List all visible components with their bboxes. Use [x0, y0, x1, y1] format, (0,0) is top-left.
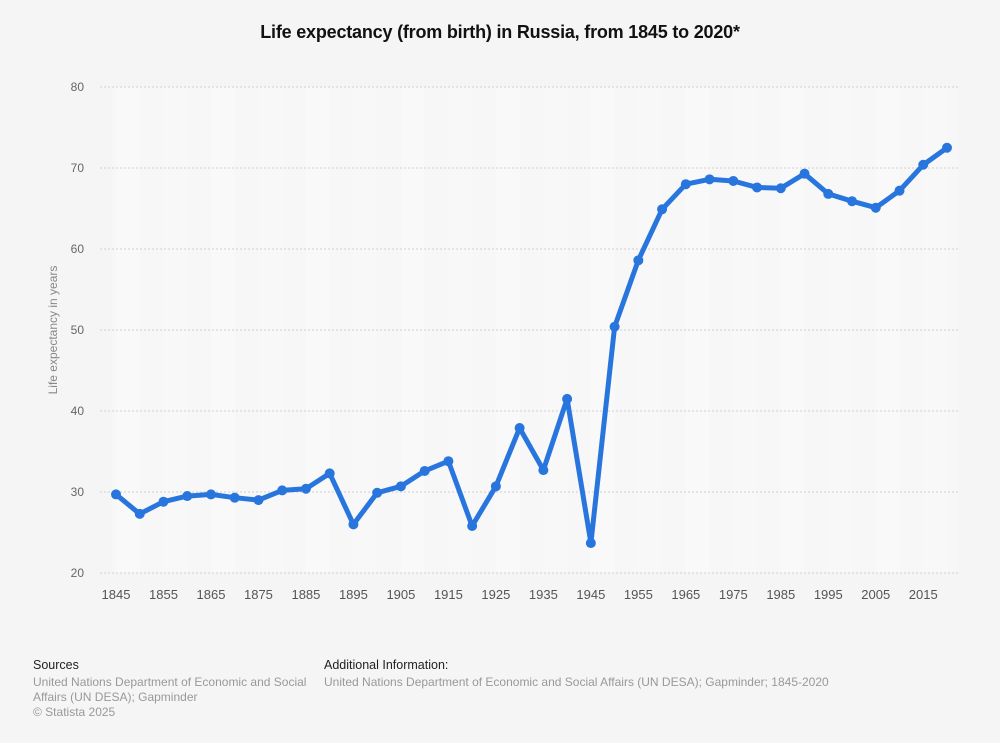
data-point	[158, 496, 169, 507]
y-axis-ticks: 20 30 40 50 60 70 80	[71, 80, 85, 580]
data-point	[514, 423, 525, 434]
y-tick-label: 80	[71, 80, 85, 94]
data-point	[372, 487, 383, 498]
y-tick-label: 60	[71, 242, 85, 256]
data-point	[182, 491, 193, 502]
sources-block: Sources United Nations Department of Eco…	[33, 658, 323, 720]
x-tick-label: 1945	[576, 587, 605, 602]
data-point	[942, 142, 952, 153]
sources-text: United Nations Department of Economic an…	[33, 675, 307, 704]
x-tick-label: 1955	[624, 587, 653, 602]
data-point	[633, 255, 644, 266]
x-tick-label: 1915	[434, 587, 463, 602]
data-point	[680, 179, 691, 190]
data-point	[657, 204, 668, 215]
x-tick-label: 1925	[481, 587, 510, 602]
data-point	[205, 489, 216, 500]
data-point	[277, 485, 288, 496]
data-point	[870, 202, 881, 213]
data-point	[395, 481, 406, 492]
x-tick-label: 1985	[766, 587, 795, 602]
y-axis-label: Life expectancy in years	[46, 266, 60, 395]
chart-title: Life expectancy (from birth) in Russia, …	[260, 22, 740, 42]
data-point	[324, 468, 335, 479]
data-point	[419, 465, 430, 476]
data-point	[894, 185, 905, 196]
y-tick-label: 30	[71, 485, 85, 499]
data-point	[443, 456, 454, 467]
x-tick-label: 2015	[909, 587, 938, 602]
additional-info-block: Additional Information: United Nations D…	[324, 658, 924, 690]
x-tick-label: 1935	[529, 587, 558, 602]
data-point	[134, 508, 145, 519]
x-tick-label: 1875	[244, 587, 273, 602]
data-point	[253, 495, 264, 506]
x-tick-label: 1895	[339, 587, 368, 602]
data-point	[111, 489, 121, 500]
data-point	[348, 519, 359, 530]
y-tick-label: 40	[71, 404, 85, 418]
copyright: © Statista 2025	[33, 705, 116, 719]
data-point	[799, 168, 810, 179]
y-tick-label: 70	[71, 161, 85, 175]
data-point	[704, 174, 715, 185]
data-point	[918, 159, 929, 170]
x-tick-label: 1845	[102, 587, 131, 602]
y-tick-label: 20	[71, 566, 85, 580]
data-point	[752, 182, 763, 193]
data-points	[111, 142, 952, 549]
data-point	[562, 393, 573, 404]
data-point	[775, 183, 786, 194]
x-tick-label: 1865	[197, 587, 226, 602]
data-point	[467, 521, 478, 532]
data-point	[847, 196, 858, 207]
additional-info-text: United Nations Department of Economic an…	[324, 675, 829, 689]
data-point	[300, 483, 311, 494]
y-tick-label: 50	[71, 323, 85, 337]
sources-heading: Sources	[33, 658, 79, 672]
x-tick-label: 1975	[719, 587, 748, 602]
x-tick-label: 1995	[814, 587, 843, 602]
x-tick-label: 1885	[291, 587, 320, 602]
data-point	[229, 492, 240, 503]
data-point	[538, 465, 549, 476]
additional-info-heading: Additional Information:	[324, 658, 449, 672]
x-tick-label: 1905	[386, 587, 415, 602]
x-tick-label: 1855	[149, 587, 178, 602]
x-axis-ticks: 1845 1855 1865 1875 1885 1895 1905 1915 1925 1935…	[102, 587, 938, 602]
gridlines	[100, 86, 960, 574]
data-point	[490, 481, 501, 492]
data-point	[728, 175, 739, 186]
data-point	[609, 321, 620, 332]
x-tick-label: 2005	[861, 587, 890, 602]
data-point	[585, 538, 596, 549]
x-tick-label: 1965	[671, 587, 700, 602]
data-point	[823, 188, 834, 199]
